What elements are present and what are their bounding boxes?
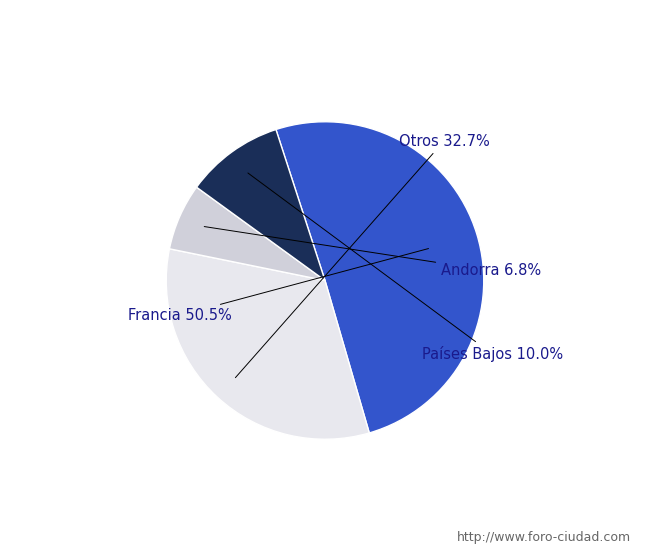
Text: Francia 50.5%: Francia 50.5% xyxy=(127,249,428,323)
Wedge shape xyxy=(196,129,325,280)
Wedge shape xyxy=(170,187,325,280)
Text: Toses - Turistas extranjeros según país - Agosto de 2024: Toses - Turistas extranjeros según país … xyxy=(99,13,551,29)
Text: http://www.foro-ciudad.com: http://www.foro-ciudad.com xyxy=(456,531,630,544)
Wedge shape xyxy=(276,122,484,433)
Text: Andorra 6.8%: Andorra 6.8% xyxy=(204,227,541,278)
Wedge shape xyxy=(166,249,369,439)
Text: Otros 32.7%: Otros 32.7% xyxy=(235,134,489,378)
Text: Países Bajos 10.0%: Países Bajos 10.0% xyxy=(248,173,563,362)
